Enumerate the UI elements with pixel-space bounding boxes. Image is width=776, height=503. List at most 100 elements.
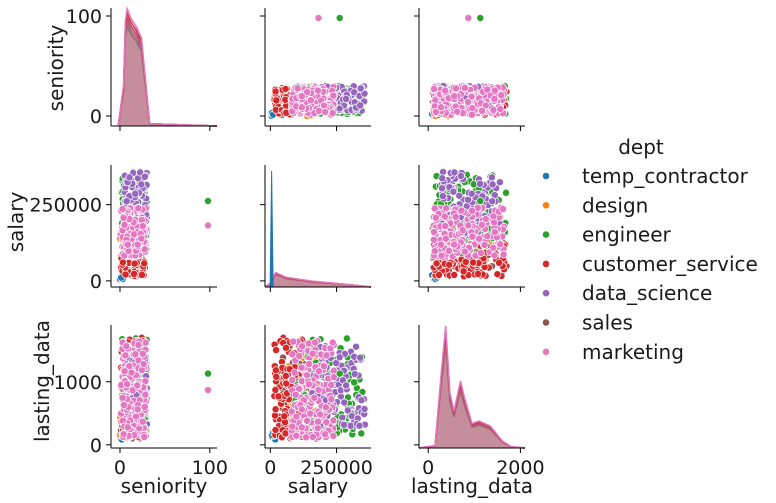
scatter-point xyxy=(310,393,319,402)
scatter-point xyxy=(495,258,504,267)
scatter-point xyxy=(134,340,143,349)
scatter-point xyxy=(327,380,336,389)
scatter-point xyxy=(480,241,489,249)
scatter-point xyxy=(274,392,283,401)
scatter-point xyxy=(437,240,445,249)
scatter-point xyxy=(335,14,344,22)
scatter-point xyxy=(127,368,136,377)
scatter-point xyxy=(204,197,212,205)
scatter-point xyxy=(453,107,462,116)
scatter-point xyxy=(429,235,438,244)
scatter-point xyxy=(464,98,472,106)
scatter-point xyxy=(328,338,337,347)
scatter-point xyxy=(483,232,492,241)
scatter-point xyxy=(335,104,344,113)
scatter-point xyxy=(118,205,127,214)
y-axis-label-seniority: seniority xyxy=(44,25,68,112)
scatter-point xyxy=(298,342,307,351)
scatter-point xyxy=(292,412,301,421)
scatter-point xyxy=(437,103,445,112)
scatter-point xyxy=(489,105,498,114)
scatter-point xyxy=(352,342,361,351)
scatter-point xyxy=(304,380,313,389)
scatter-point xyxy=(118,258,127,267)
scatter-point xyxy=(445,260,454,269)
scatter-point xyxy=(297,423,306,432)
scatter-point xyxy=(138,417,147,426)
legend-label-temp_contractor: temp_contractor xyxy=(582,164,749,188)
scatter-point xyxy=(449,187,458,196)
scatter-point xyxy=(321,108,330,116)
scatter-point xyxy=(478,106,486,115)
scatter-point xyxy=(456,171,465,180)
scatter-point xyxy=(474,269,482,278)
panel-seniority-vs-seniority: 0 100 xyxy=(66,5,218,131)
scatter-point xyxy=(430,84,438,93)
scatter-point xyxy=(438,184,447,193)
scatter-point xyxy=(357,429,366,438)
scatter-point xyxy=(430,247,439,256)
scatter-point xyxy=(477,249,485,257)
scatter-point xyxy=(122,197,131,206)
scatter-point xyxy=(297,92,306,101)
scatter-point xyxy=(119,401,128,410)
scatter-point xyxy=(438,192,447,201)
scatter-point xyxy=(476,14,485,22)
scatter-point xyxy=(497,91,506,100)
scatter-point xyxy=(441,222,450,231)
y-tick-label: 0 xyxy=(90,271,102,293)
scatter-point xyxy=(441,86,450,95)
kde-fill-marketing xyxy=(111,8,217,126)
scatter-point xyxy=(303,416,312,425)
legend-title: dept xyxy=(618,135,664,159)
scatter-point xyxy=(460,247,469,256)
scatter-point xyxy=(356,353,365,362)
scatter-point xyxy=(487,173,496,182)
scatter-point xyxy=(131,189,140,198)
kde-fill-data_science xyxy=(111,21,217,126)
scatter-point xyxy=(488,180,497,189)
scatter-point xyxy=(293,84,302,93)
scatter-point xyxy=(302,433,311,442)
legend-marker-temp_contractor xyxy=(542,172,550,180)
scatter-point xyxy=(128,386,137,395)
scatter-point xyxy=(306,96,315,105)
scatter-point xyxy=(499,250,508,259)
legend-marker-customer_service xyxy=(542,259,550,268)
scatter-point xyxy=(322,351,331,360)
scatter-point xyxy=(272,372,281,381)
scatter-point xyxy=(321,403,330,412)
scatter-point xyxy=(138,349,147,358)
panel-seniority-vs-salary xyxy=(260,8,371,131)
scatter-point xyxy=(478,220,486,229)
kde-fill-customer_service xyxy=(111,13,217,127)
scatter-point xyxy=(451,213,460,221)
scatter-point xyxy=(134,204,143,213)
scatter-point xyxy=(502,188,510,197)
scatter-point xyxy=(490,86,499,95)
scatter-point xyxy=(450,168,459,177)
scatter-point xyxy=(119,430,128,439)
legend-label-data_science: data_science xyxy=(582,281,712,305)
scatter-point xyxy=(303,371,311,380)
scatter-point xyxy=(476,179,484,188)
scatter-point xyxy=(139,360,148,368)
scatter-point xyxy=(271,426,280,434)
scatter-point xyxy=(340,420,348,429)
scatter-point xyxy=(204,221,212,230)
scatter-point xyxy=(122,342,131,351)
scatter-point xyxy=(272,96,281,105)
legend-marker-data_science xyxy=(542,289,550,298)
scatter-point xyxy=(490,228,499,237)
panel-lasting_data-vs-lasting_data: 0 2000 xyxy=(414,325,545,479)
scatter-point xyxy=(295,351,304,360)
scatter-point xyxy=(489,243,498,252)
scatter-point xyxy=(138,270,146,279)
scatter-point xyxy=(292,431,301,440)
scatter-point xyxy=(308,433,317,441)
scatter-point xyxy=(350,370,359,378)
scatter-point xyxy=(140,259,149,268)
scatter-point xyxy=(496,240,505,249)
